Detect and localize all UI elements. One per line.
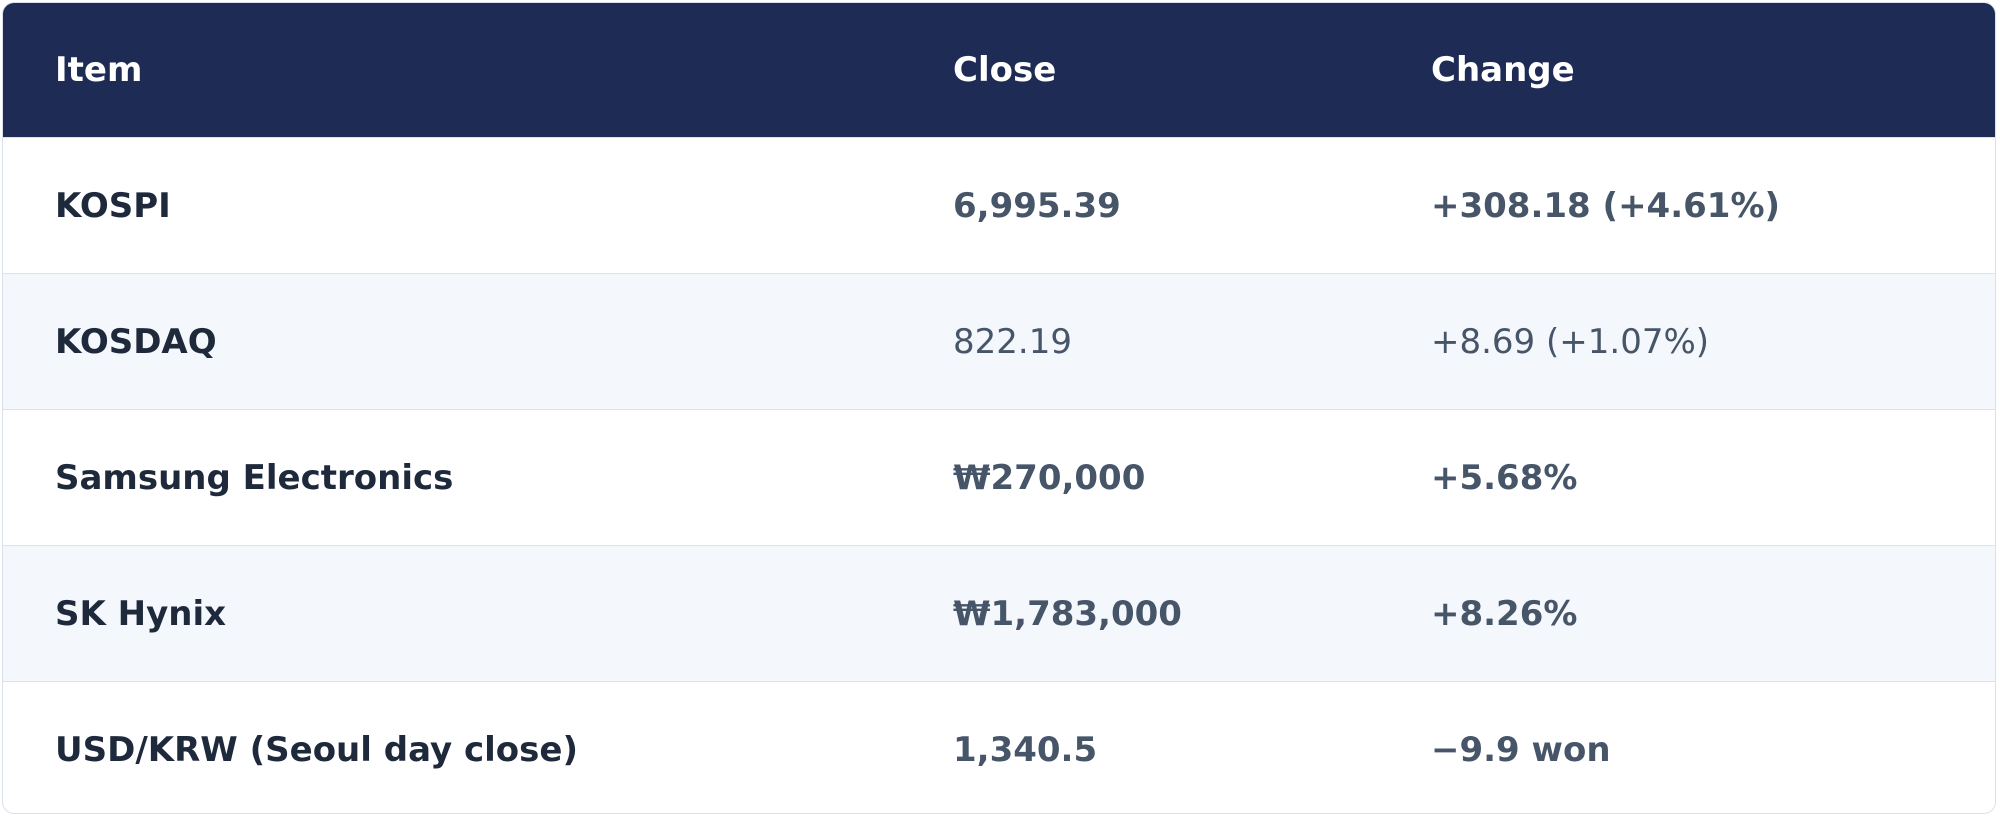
item-cell: SK Hynix <box>3 545 901 682</box>
change-cell: +308.18 (+4.61%) <box>1379 137 1995 274</box>
table-row: USD/KRW (Seoul day close) 1,340.5 −9.9 won <box>3 681 1995 813</box>
header-cell: Item <box>3 3 901 138</box>
close-cell: 822.19 <box>901 273 1379 410</box>
item-cell: USD/KRW (Seoul day close) <box>3 681 901 813</box>
change-cell: +8.26% <box>1379 545 1995 682</box>
change-cell: +5.68% <box>1379 409 1995 546</box>
header-cell: Change <box>1379 3 1995 138</box>
market-table: Item Close Change KOSPI 6,995.39 +308.18 (… <box>3 3 1995 813</box>
change-cell: −9.9 won <box>1379 681 1995 813</box>
table-row: Samsung Electronics ₩270,000 +5.68% <box>3 409 1995 546</box>
header-row: Item Close Change <box>3 3 1995 138</box>
item-cell: KOSDAQ <box>3 273 901 410</box>
close-cell: ₩270,000 <box>901 409 1379 546</box>
close-cell: 1,340.5 <box>901 681 1379 813</box>
change-cell: +8.69 (+1.07%) <box>1379 273 1995 410</box>
table-row: SK Hynix ₩1,783,000 +8.26% <box>3 545 1995 682</box>
table-header: Item Close Change <box>3 3 1995 138</box>
header-cell: Close <box>901 3 1379 138</box>
table-row: KOSPI 6,995.39 +308.18 (+4.61%) <box>3 137 1995 274</box>
table-row: KOSDAQ 822.19 +8.69 (+1.07%) <box>3 273 1995 410</box>
table-body: KOSPI 6,995.39 +308.18 (+4.61%) KOSDAQ 822.1… <box>3 137 1995 813</box>
item-cell: KOSPI <box>3 137 901 274</box>
item-cell: Samsung Electronics <box>3 409 901 546</box>
close-cell: 6,995.39 <box>901 137 1379 274</box>
close-cell: ₩1,783,000 <box>901 545 1379 682</box>
